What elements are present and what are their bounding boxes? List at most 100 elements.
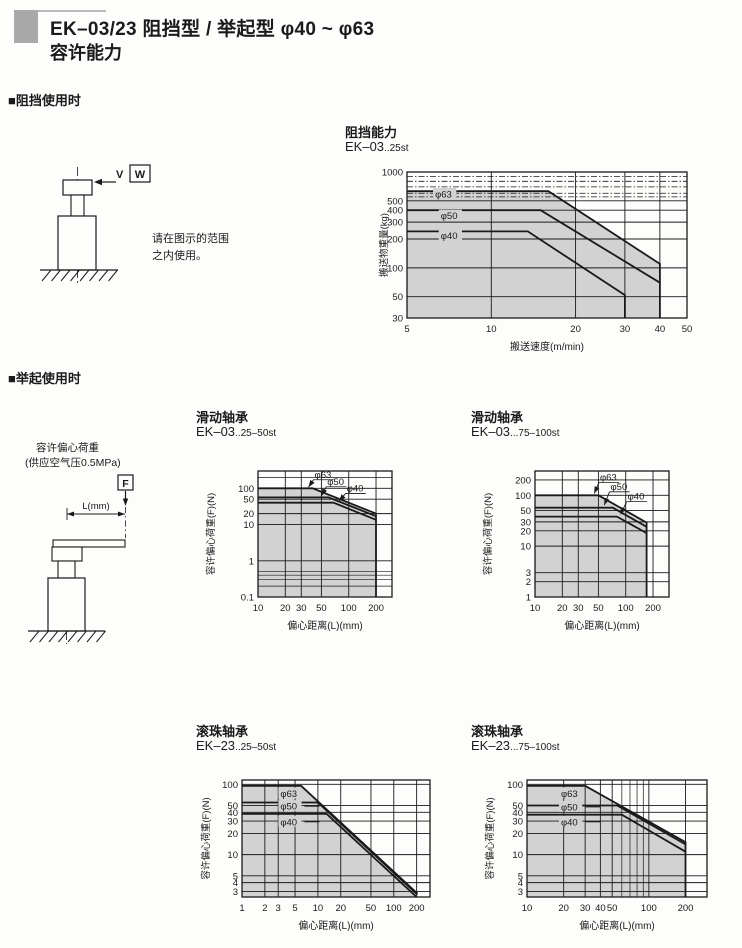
chart-ball-bearing-long: 10 20 30 40 50 100 200 3 4 5 10 20 30 40 50 100 偏心距离(L)(… <box>471 756 729 948</box>
svg-text:偏心距离(L)(mm): 偏心距离(L)(mm) <box>298 919 374 932</box>
svg-text:1: 1 <box>239 903 244 914</box>
chart-d-title: 滚珠轴承 <box>196 724 249 739</box>
svg-text:1: 1 <box>526 593 531 604</box>
svg-text:30: 30 <box>580 903 591 914</box>
svg-text:20: 20 <box>243 509 254 520</box>
svg-text:500: 500 <box>387 196 403 207</box>
svg-text:4: 4 <box>518 878 523 889</box>
cylinder-body <box>47 577 86 632</box>
svg-text:10: 10 <box>243 520 254 531</box>
svg-text:3: 3 <box>526 568 531 579</box>
svg-text:20: 20 <box>227 829 238 840</box>
chart-D-svg: 1 2 3 5 10 20 50 100 2003451020304050100偏心距离(L)(… <box>200 779 431 932</box>
ground-hatching <box>29 630 106 643</box>
usage-note: 请在图示的范围 之内使用。 <box>152 231 229 265</box>
svg-text:φ40: φ40 <box>441 231 458 242</box>
force-box <box>117 474 134 491</box>
svg-text:3: 3 <box>518 887 523 898</box>
svg-text:1: 1 <box>249 556 254 567</box>
chart-a-subtitle-suffix: ..25st <box>384 143 409 154</box>
svg-text:200: 200 <box>387 235 403 246</box>
chart-a-title: 阻挡能力 <box>345 125 398 140</box>
svg-text:1000: 1000 <box>382 168 403 179</box>
svg-text:φ40: φ40 <box>280 817 297 828</box>
svg-text:5: 5 <box>292 903 297 914</box>
svg-text:φ40: φ40 <box>561 817 578 828</box>
svg-text:5: 5 <box>233 871 238 882</box>
svg-text:φ40: φ40 <box>347 483 364 494</box>
svg-text:10: 10 <box>520 542 531 553</box>
svg-text:30: 30 <box>392 314 403 325</box>
svg-text:100: 100 <box>387 263 403 274</box>
chart-b-subtitle-suffix: ..25–50st <box>235 428 277 439</box>
force-arrow-head <box>122 498 129 506</box>
svg-text:φ63: φ63 <box>315 470 332 481</box>
chart-sliding-bearing-short: 10 20 30 50 100 200 0.1 1 10 20 50 100 偏心距离(L)(mm) 容许… <box>196 446 418 643</box>
dim-arrow-left <box>67 511 74 517</box>
lifting-diagram: F L(mm) <box>28 474 134 644</box>
chart-c-title: 滑动轴承 <box>471 410 524 425</box>
svg-text:5: 5 <box>518 871 523 882</box>
svg-text:10: 10 <box>227 850 238 861</box>
chart-d-subtitle: EK–23..25–50st <box>196 738 276 753</box>
chart-ball-bearing-short: 1 2 3 5 10 20 50 100 200 3 4 5 10 20 30 40 50 100 偏心距离(L)(… <box>196 756 450 948</box>
chart-d-subtitle-suffix: ..25–50st <box>235 742 277 753</box>
svg-text:10: 10 <box>530 603 541 614</box>
ground-hatching <box>41 269 118 282</box>
svg-text:容许偏心荷重(F)(N): 容许偏心荷重(F)(N) <box>482 493 494 575</box>
svg-text:20: 20 <box>558 903 569 914</box>
svg-text:100: 100 <box>618 603 634 614</box>
workpiece-label: W <box>135 169 146 181</box>
chart-b-subtitle-main: EK–03 <box>196 424 236 439</box>
svg-text:30: 30 <box>573 603 584 614</box>
svg-text:50: 50 <box>682 324 693 335</box>
chart-sliding-bearing-long: 10 20 30 50 100 200 1 2 3 10 20 30 50 100 200 偏心距离(L)(m… <box>471 446 693 643</box>
svg-text:40: 40 <box>595 903 606 914</box>
page-title-line2: 容许能力 <box>50 43 122 63</box>
svg-text:40: 40 <box>227 808 238 819</box>
svg-text:20: 20 <box>335 903 346 914</box>
svg-text:200: 200 <box>515 475 531 486</box>
svg-text:20: 20 <box>570 324 581 335</box>
chart-e-subtitle-suffix: ...75–100st <box>510 742 560 753</box>
svg-text:100: 100 <box>238 484 254 495</box>
svg-text:2: 2 <box>526 577 531 588</box>
page-title-line1: EK–03/23 阻挡型 / 举起型 φ40 ~ φ63 <box>50 19 375 40</box>
svg-text:30: 30 <box>520 517 531 528</box>
svg-text:10: 10 <box>512 850 523 861</box>
svg-text:30: 30 <box>296 603 307 614</box>
svg-text:50: 50 <box>316 603 327 614</box>
usage-note-line2: 之内使用。 <box>152 250 207 262</box>
svg-text:100: 100 <box>222 780 238 791</box>
svg-text:φ63: φ63 <box>280 789 297 800</box>
svg-text:φ63: φ63 <box>600 473 617 484</box>
chart-b-title: 滑动轴承 <box>196 410 249 425</box>
svg-text:偏心距离(L)(mm): 偏心距离(L)(mm) <box>564 619 640 632</box>
svg-text:50: 50 <box>366 903 377 914</box>
svg-text:偏心距离(L)(mm): 偏心距离(L)(mm) <box>579 919 655 932</box>
svg-text:5: 5 <box>404 324 409 335</box>
stopper-rod <box>70 194 85 217</box>
svg-text:4: 4 <box>233 878 238 889</box>
svg-text:100: 100 <box>507 780 523 791</box>
svg-text:20: 20 <box>520 526 531 537</box>
svg-text:φ50: φ50 <box>327 477 344 488</box>
force-label: F <box>122 478 129 490</box>
chart-b-subtitle: EK–03..25–50st <box>196 424 276 439</box>
svg-text:容许偏心荷重(F)(N): 容许偏心荷重(F)(N) <box>200 797 212 879</box>
chart-e-subtitle: EK–23...75–100st <box>471 738 560 753</box>
svg-text:搬送物重量(kg): 搬送物重量(kg) <box>378 213 390 277</box>
header-rule <box>38 10 106 12</box>
svg-text:φ50: φ50 <box>441 211 458 222</box>
svg-text:2: 2 <box>262 903 267 914</box>
workpiece-box <box>129 164 151 183</box>
svg-text:φ63: φ63 <box>435 190 452 201</box>
chart-c-subtitle-suffix: ...75–100st <box>510 428 560 439</box>
chart-e-title: 滚珠轴承 <box>471 724 524 739</box>
svg-text:3: 3 <box>276 903 281 914</box>
svg-text:200: 200 <box>645 603 661 614</box>
chart-e-subtitle-main: EK–23 <box>471 738 511 753</box>
svg-text:30: 30 <box>512 817 523 828</box>
